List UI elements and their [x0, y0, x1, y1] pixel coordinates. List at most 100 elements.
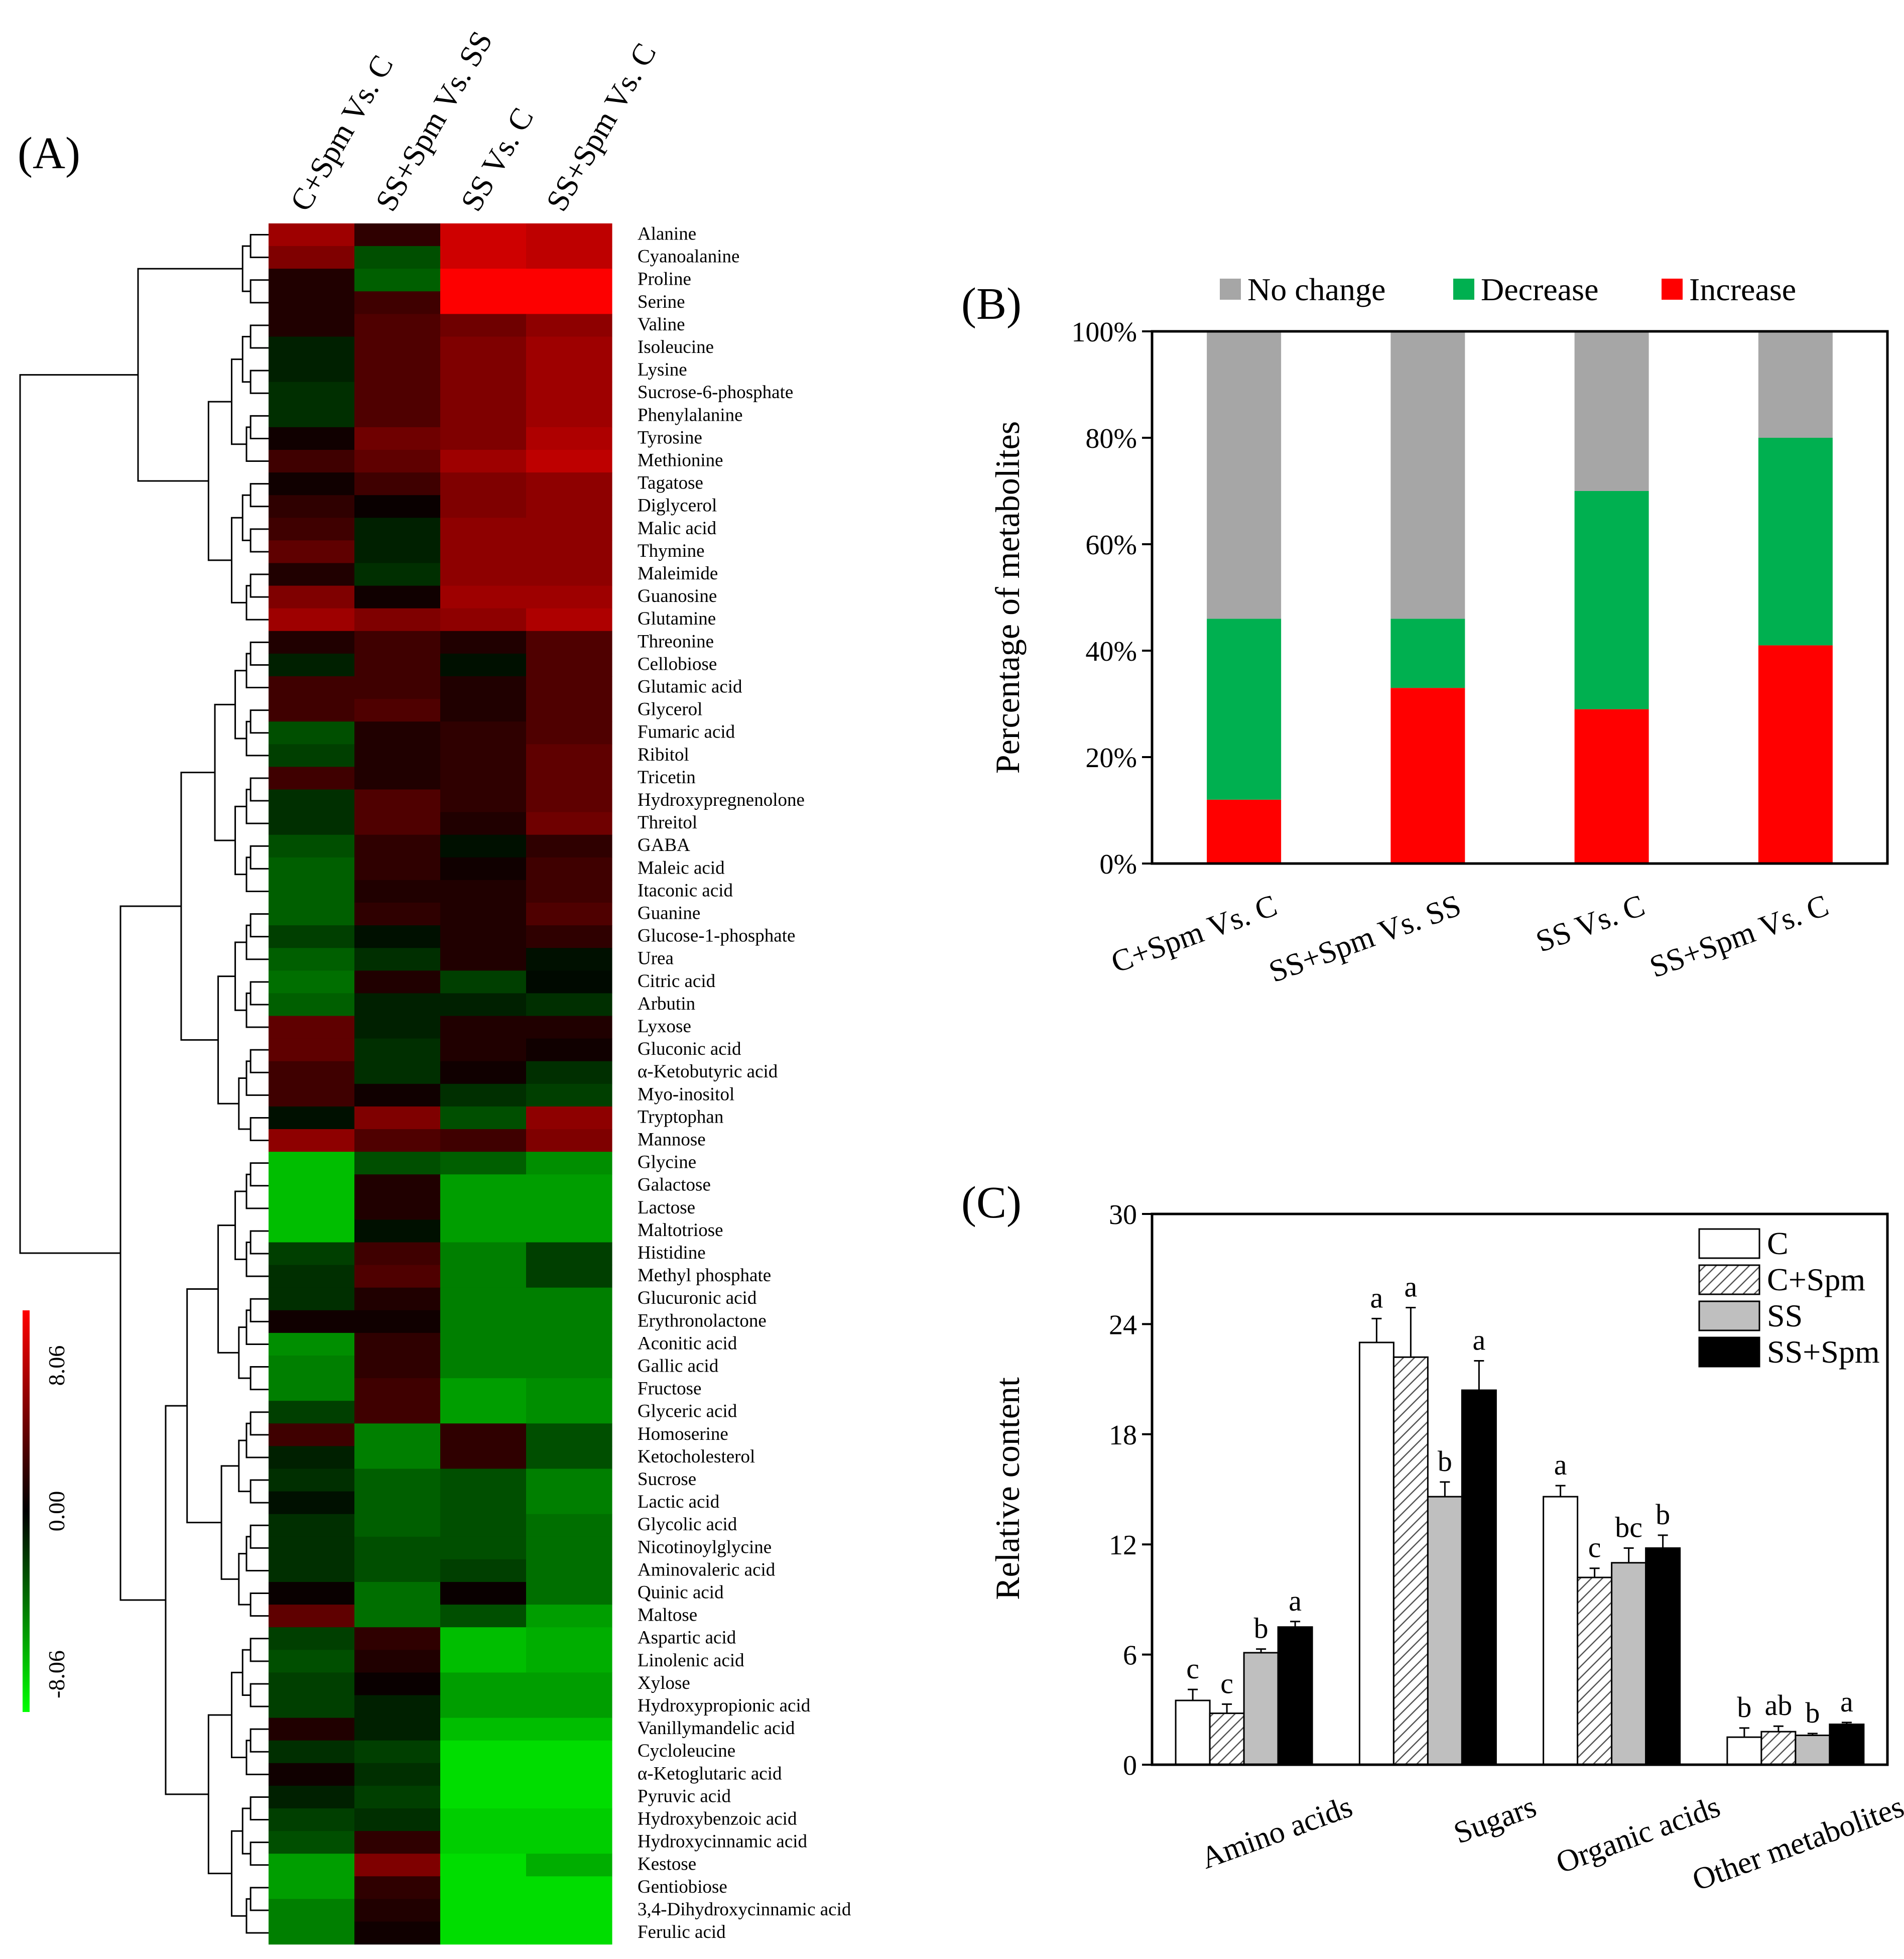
- heatmap-cell: [526, 1106, 612, 1130]
- dendrogram-branch: [234, 805, 247, 876]
- heatmap-row-label: Tagatose: [638, 473, 703, 494]
- heatmap-cell: [269, 1491, 355, 1515]
- heatmap-cell: [354, 1718, 441, 1741]
- heatmap-row-label: Fructose: [638, 1379, 701, 1399]
- plot-frame-c: [1151, 1212, 1889, 1766]
- heatmap-cell: [526, 1219, 612, 1243]
- heatmap-cell: [440, 1536, 527, 1560]
- heatmap-cell: [526, 223, 612, 247]
- heatmap-cell: [526, 1129, 612, 1152]
- dendrogram-branch: [241, 1649, 251, 1696]
- dendrogram-branch: [245, 1536, 269, 1571]
- heatmap-cell: [354, 1129, 441, 1152]
- heatmap-cell: [440, 291, 527, 314]
- legend-swatch-c: [1698, 1228, 1760, 1259]
- heatmap-cell: [269, 1129, 355, 1152]
- heatmap-cell: [440, 789, 527, 813]
- heatmap-row-label: Histidine: [638, 1243, 706, 1263]
- legend-label-b: No change: [1247, 272, 1385, 307]
- dendrogram-branch: [238, 1439, 251, 1493]
- heatmap-cell: [269, 518, 355, 541]
- heatmap-cell: [354, 1514, 441, 1537]
- heatmap-cell: [269, 1378, 355, 1401]
- heatmap-cell: [354, 1785, 441, 1809]
- dendrogram-branch: [234, 941, 247, 1011]
- y-axis-title-c: Relative content: [988, 1377, 1027, 1600]
- heatmap-row-label: Threitol: [638, 812, 697, 833]
- heatmap-cell: [526, 404, 612, 428]
- heatmap-cell: [440, 585, 527, 609]
- heatmap-row-label: Maleic acid: [638, 858, 725, 878]
- heatmap-cell: [440, 1446, 527, 1470]
- heatmap-cell: [354, 563, 441, 586]
- heatmap-row-label: Quinic acid: [638, 1582, 724, 1603]
- heatmap-cell: [440, 1265, 527, 1288]
- bar-c: [1277, 1626, 1313, 1766]
- dendrogram-branch: [241, 336, 251, 383]
- heatmap-cell: [269, 1672, 355, 1696]
- heatmap-cell: [526, 585, 612, 609]
- heatmap-row-label: Guanine: [638, 903, 700, 923]
- heatmap-cell: [440, 699, 527, 722]
- heatmap-row-label: Aminovaleric acid: [638, 1559, 776, 1580]
- heatmap-cell: [440, 1038, 527, 1062]
- significance-letter: b: [1656, 1498, 1670, 1531]
- heatmap-cell: [269, 359, 355, 383]
- y-tick-label-c: 6: [1123, 1640, 1137, 1671]
- heatmap-cell: [440, 495, 527, 518]
- dendrogram-branch: [238, 1326, 251, 1379]
- heatmap-cell: [440, 1242, 527, 1266]
- heatmap-cell: [440, 1378, 527, 1401]
- stacked-bar-segment: [1574, 709, 1649, 864]
- heatmap-cell: [526, 1514, 612, 1537]
- significance-letter: c: [1220, 1667, 1233, 1699]
- heatmap-cell: [269, 563, 355, 586]
- heatmap-cell: [269, 382, 355, 405]
- heatmap-row-label: Lyxose: [638, 1016, 691, 1037]
- heatmap-cell: [440, 563, 527, 586]
- heatmap-cell: [526, 970, 612, 994]
- heatmap-cell: [269, 1152, 355, 1175]
- heatmap-cell: [526, 834, 612, 858]
- heatmap-cell: [526, 1242, 612, 1266]
- heatmap-cell: [269, 1718, 355, 1741]
- heatmap-cell: [269, 1605, 355, 1628]
- heatmap-cell: [269, 767, 355, 790]
- heatmap-cell: [354, 1854, 441, 1877]
- heatmap-cell: [526, 336, 612, 360]
- heatmap-cell: [526, 382, 612, 405]
- heatmap-cell: [269, 925, 355, 948]
- bar-c: [1209, 1712, 1245, 1766]
- heatmap-row-label: Nicotinoylglycine: [638, 1537, 772, 1557]
- heatmap-cell: [440, 608, 527, 632]
- heatmap-cell: [269, 472, 355, 496]
- heatmap-row-label: Maltose: [638, 1605, 697, 1626]
- heatmap-cell: [526, 993, 612, 1017]
- heatmap-cell: [354, 1242, 441, 1266]
- heatmap-row-label: Arbutin: [638, 994, 695, 1014]
- heatmap-row-label: α-Ketoglutaric acid: [638, 1763, 782, 1784]
- heatmap-cell: [269, 404, 355, 428]
- heatmap-cell: [526, 699, 612, 722]
- heatmap-cell: [440, 1899, 527, 1922]
- color-scale-bar: [23, 1310, 30, 1712]
- panel-label-a: (A): [18, 129, 80, 178]
- significance-letter: bc: [1615, 1511, 1642, 1544]
- heatmap-cell: [440, 314, 527, 337]
- dendrogram-branch: [245, 924, 269, 960]
- heatmap-cell: [354, 1356, 441, 1379]
- heatmap-cell: [440, 1740, 527, 1764]
- heatmap-row-label: Lactic acid: [638, 1492, 720, 1512]
- heatmap-cell: [354, 1536, 441, 1560]
- heatmap-cell: [269, 1242, 355, 1266]
- heatmap-cell: [526, 1582, 612, 1605]
- y-tick-label-b: 0%: [1099, 849, 1137, 880]
- heatmap-cell: [526, 721, 612, 745]
- heatmap-cell: [526, 1695, 612, 1719]
- heatmap-cell: [269, 540, 355, 564]
- bar-c: [1645, 1547, 1681, 1766]
- significance-letter: a: [1370, 1281, 1383, 1314]
- legend-swatch-b: [1453, 279, 1474, 300]
- heatmap-cell: [354, 721, 441, 745]
